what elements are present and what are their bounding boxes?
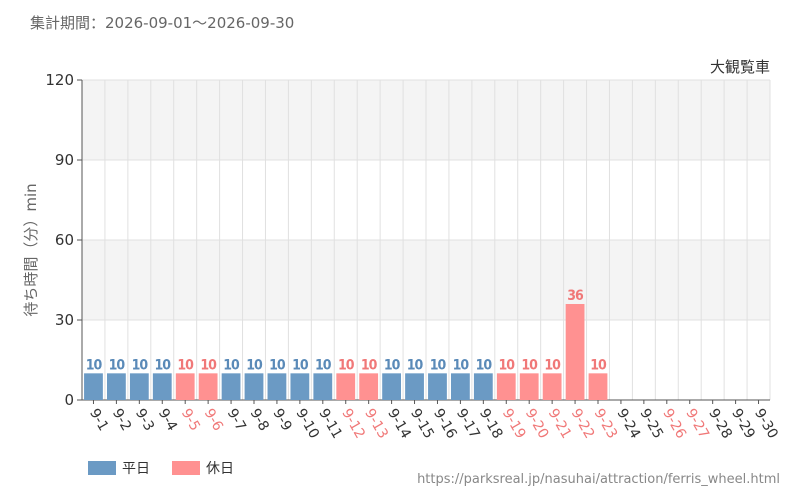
- y-tick-label: 30: [55, 311, 74, 329]
- bar: [244, 373, 264, 400]
- bar: [450, 373, 470, 400]
- x-tick-label: 9-25: [636, 406, 666, 442]
- x-tick-label: 9-19: [499, 406, 529, 442]
- bar: [198, 373, 218, 400]
- source-url[interactable]: https://parksreal.jp/nasuhai/attraction/…: [417, 472, 780, 487]
- bar-value-label: 10: [384, 357, 401, 373]
- legend-item-holiday[interactable]: 休日: [172, 458, 234, 478]
- bar-value-label: 10: [407, 357, 424, 373]
- bar-value-label: 10: [590, 357, 607, 373]
- bar: [588, 373, 608, 400]
- period-text: 集計期間：2026-09-01〜2026-09-30: [30, 14, 295, 32]
- legend-swatch-holiday: [172, 461, 200, 475]
- bar: [428, 373, 447, 400]
- bar: [106, 373, 126, 400]
- y-tick-label: 0: [64, 391, 74, 409]
- bar-value-label: 10: [132, 357, 149, 373]
- x-tick-label: 9-21: [545, 406, 575, 442]
- bar-value-label: 10: [177, 357, 194, 373]
- x-tick-label: 9-22: [568, 406, 598, 442]
- bar-value-label: 10: [86, 357, 103, 373]
- x-tick-label: 9-15: [407, 406, 437, 442]
- bar: [519, 373, 539, 400]
- bar-value-label: 10: [269, 357, 286, 373]
- y-tick-label: 60: [55, 231, 74, 249]
- bar: [336, 373, 356, 400]
- x-tick-label: 9-14: [384, 406, 414, 442]
- x-tick-label: 9-8: [247, 406, 272, 434]
- bar: [290, 373, 310, 400]
- x-tick-label: 9-24: [613, 406, 643, 442]
- bar: [313, 373, 333, 400]
- x-tick-label: 9-27: [682, 406, 712, 442]
- bar: [221, 373, 241, 400]
- bar: [129, 373, 149, 400]
- chart-title: 大観覧車: [710, 58, 770, 76]
- x-tick-label: 9-12: [338, 406, 368, 442]
- x-tick-label: 9-13: [361, 406, 391, 442]
- bar-value-label: 36: [567, 288, 584, 304]
- x-tick-label: 9-7: [224, 406, 249, 434]
- bar: [542, 373, 562, 400]
- x-tick-label: 9-6: [201, 406, 226, 434]
- x-tick-label: 9-2: [109, 406, 134, 434]
- x-tick-label: 9-23: [591, 406, 621, 442]
- bar-value-label: 10: [453, 357, 470, 373]
- bar: [565, 304, 585, 400]
- bar-value-label: 10: [521, 357, 538, 373]
- bar-value-label: 10: [315, 357, 332, 373]
- legend: 平日 休日: [88, 458, 234, 478]
- bar: [473, 373, 493, 400]
- x-tick-label: 9-28: [705, 406, 735, 442]
- bar-value-label: 10: [476, 357, 493, 373]
- bar: [382, 373, 402, 400]
- legend-label-holiday: 休日: [206, 461, 234, 477]
- x-tick-label: 9-29: [728, 406, 758, 442]
- bar-value-label: 10: [361, 357, 378, 373]
- x-tick-label: 9-9: [269, 406, 294, 434]
- y-tick-label: 90: [55, 151, 74, 169]
- bar-value-label: 10: [499, 357, 516, 373]
- legend-swatch-weekday: [88, 461, 116, 475]
- x-tick-label: 9-30: [751, 406, 781, 442]
- x-tick-label: 9-26: [659, 406, 689, 442]
- bar: [496, 373, 516, 400]
- bar: [267, 373, 287, 400]
- bar-value-label: 10: [155, 357, 172, 373]
- bar: [152, 373, 172, 400]
- bar: [175, 373, 195, 400]
- x-tick-label: 9-20: [522, 406, 552, 442]
- legend-label-weekday: 平日: [122, 461, 150, 477]
- bar-value-label: 10: [430, 357, 447, 373]
- bar-value-label: 10: [338, 357, 355, 373]
- x-tick-label: 9-4: [155, 406, 180, 434]
- x-tick-label: 9-1: [86, 406, 111, 434]
- y-axis-label: 待ち時間（分）min: [22, 183, 40, 316]
- x-tick-label: 9-18: [476, 406, 506, 442]
- legend-item-weekday[interactable]: 平日: [88, 458, 150, 478]
- x-tick-label: 9-11: [315, 406, 345, 442]
- bar-value-label: 10: [292, 357, 309, 373]
- x-tick-label: 9-10: [292, 406, 322, 442]
- bar-value-label: 10: [246, 357, 263, 373]
- bar-value-label: 10: [223, 357, 240, 373]
- x-tick-label: 9-17: [453, 406, 483, 442]
- bar: [405, 373, 424, 400]
- x-tick-label: 9-16: [430, 406, 460, 442]
- x-tick-label: 9-5: [178, 406, 203, 434]
- bar: [359, 373, 379, 400]
- bar-value-label: 10: [544, 357, 561, 373]
- bar-value-label: 10: [200, 357, 217, 373]
- y-tick-label: 120: [45, 71, 74, 89]
- bar: [84, 373, 103, 400]
- x-tick-label: 9-3: [132, 406, 157, 434]
- bar-value-label: 10: [109, 357, 126, 373]
